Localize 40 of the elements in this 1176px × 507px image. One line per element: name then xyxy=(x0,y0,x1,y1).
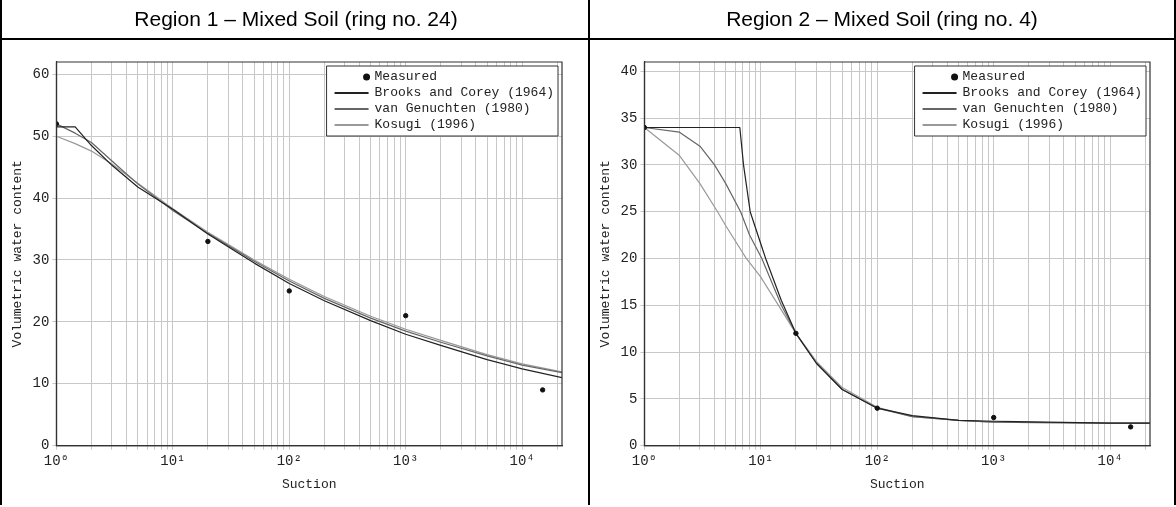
y-tick-label: 15 xyxy=(620,296,638,313)
x-tick-label: 10⁰ xyxy=(631,452,658,469)
x-tick-label: 10² xyxy=(276,452,302,469)
x-axis-title: Suction xyxy=(281,476,337,492)
x-axis-title: Suction xyxy=(869,476,925,492)
chart-title: Region 2 – Mixed Soil (ring no. 4) xyxy=(590,0,1174,40)
x-tick-label: 10³ xyxy=(393,452,419,469)
legend-label: Brooks and Corey (1964) xyxy=(962,85,1143,101)
legend-label: Kosugi (1996) xyxy=(374,117,476,133)
legend-label: Kosugi (1996) xyxy=(962,117,1064,133)
legend-label: Measured xyxy=(962,69,1025,85)
y-tick-label: 40 xyxy=(32,189,50,206)
x-tick-label: 10¹ xyxy=(160,452,186,469)
y-tick-label: 30 xyxy=(620,156,638,173)
x-tick-label: 10⁴ xyxy=(509,452,535,469)
y-tick-label: 20 xyxy=(32,313,50,330)
x-tick-label: 10⁴ xyxy=(1097,452,1123,469)
y-axis-title: Volumetric water content xyxy=(598,160,614,348)
y-axis-title: Volumetric water content xyxy=(10,160,26,348)
x-tick-label: 10³ xyxy=(981,452,1007,469)
y-tick-label: 0 xyxy=(41,437,50,454)
x-tick-label: 10¹ xyxy=(748,452,774,469)
legend-label: Brooks and Corey (1964) xyxy=(374,85,555,101)
y-tick-label: 30 xyxy=(32,251,50,268)
y-tick-label: 10 xyxy=(32,375,50,392)
y-tick-label: 20 xyxy=(620,250,638,267)
y-tick-label: 5 xyxy=(629,390,638,407)
y-tick-label: 25 xyxy=(620,203,638,220)
legend-label: van Genuchten (1980) xyxy=(962,101,1119,117)
y-tick-label: 0 xyxy=(629,437,638,454)
y-tick-label: 60 xyxy=(32,66,50,83)
y-tick-label: 35 xyxy=(620,109,638,126)
y-tick-label: 50 xyxy=(32,127,50,144)
chart-title: Region 1 – Mixed Soil (ring no. 24) xyxy=(2,0,590,40)
legend-label: van Genuchten (1980) xyxy=(374,101,531,117)
x-tick-label: 10² xyxy=(864,452,890,469)
y-tick-label: 40 xyxy=(620,63,638,80)
legend-label: Measured xyxy=(374,69,437,85)
x-tick-label: 10⁰ xyxy=(43,452,70,469)
y-tick-label: 10 xyxy=(620,343,638,360)
